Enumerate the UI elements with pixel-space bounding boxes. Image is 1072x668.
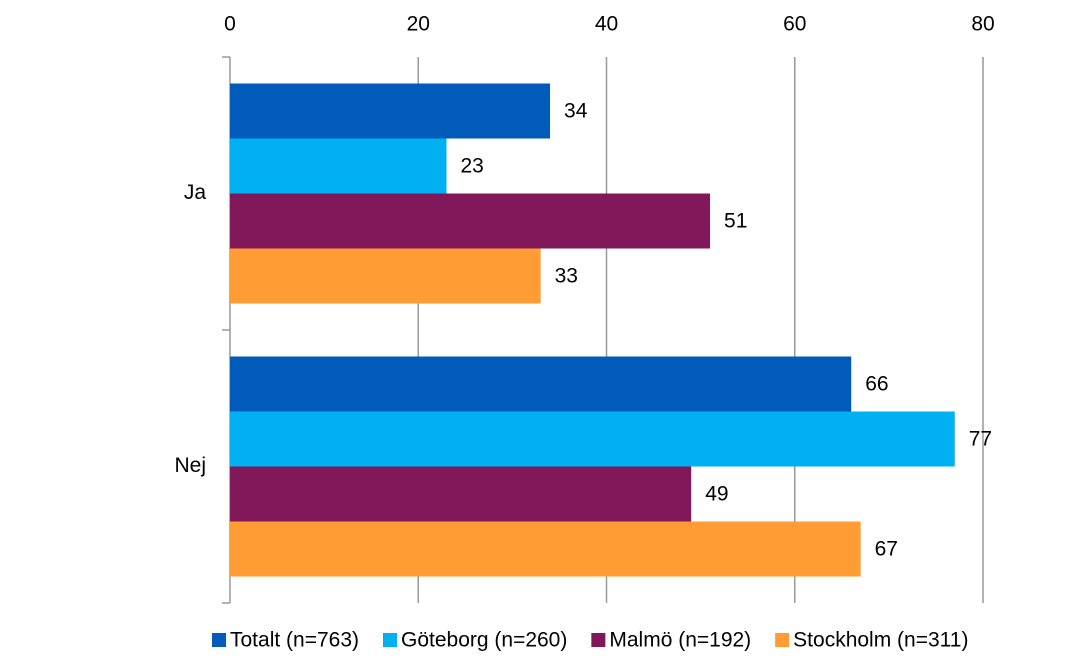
- bar: [230, 83, 551, 139]
- bar: [230, 138, 447, 194]
- data-label: 34: [564, 100, 588, 123]
- x-tick-label: 60: [783, 13, 806, 36]
- legend-label: Malmö (n=192): [609, 629, 751, 652]
- bar: [230, 411, 955, 467]
- legend-swatch: [591, 633, 606, 647]
- bar: [230, 248, 541, 304]
- bar: [230, 521, 861, 577]
- legend-swatch: [775, 633, 790, 647]
- x-tick-label: 80: [971, 13, 994, 36]
- bar: [230, 356, 852, 412]
- bar: [230, 466, 692, 522]
- legend-label: Stockholm (n=311): [793, 629, 968, 652]
- legend-swatch: [383, 633, 397, 647]
- x-tick-label: 40: [595, 13, 618, 36]
- y-tick-label: Nej: [174, 454, 206, 477]
- data-label: 49: [705, 483, 728, 506]
- y-tick-label: Ja: [184, 181, 207, 204]
- data-label: 77: [969, 428, 992, 451]
- data-label: 33: [555, 265, 578, 288]
- legend-label: Totalt (n=763): [230, 629, 359, 652]
- data-label: 67: [875, 538, 898, 561]
- x-tick-label: 20: [407, 13, 430, 36]
- data-label: 66: [865, 373, 888, 396]
- data-label: 23: [460, 155, 483, 178]
- bar: [230, 193, 711, 249]
- legend-swatch: [212, 633, 226, 647]
- legend-label: Göteborg (n=260): [401, 629, 567, 652]
- x-tick-label: 0: [224, 13, 236, 36]
- data-label: 51: [724, 210, 747, 233]
